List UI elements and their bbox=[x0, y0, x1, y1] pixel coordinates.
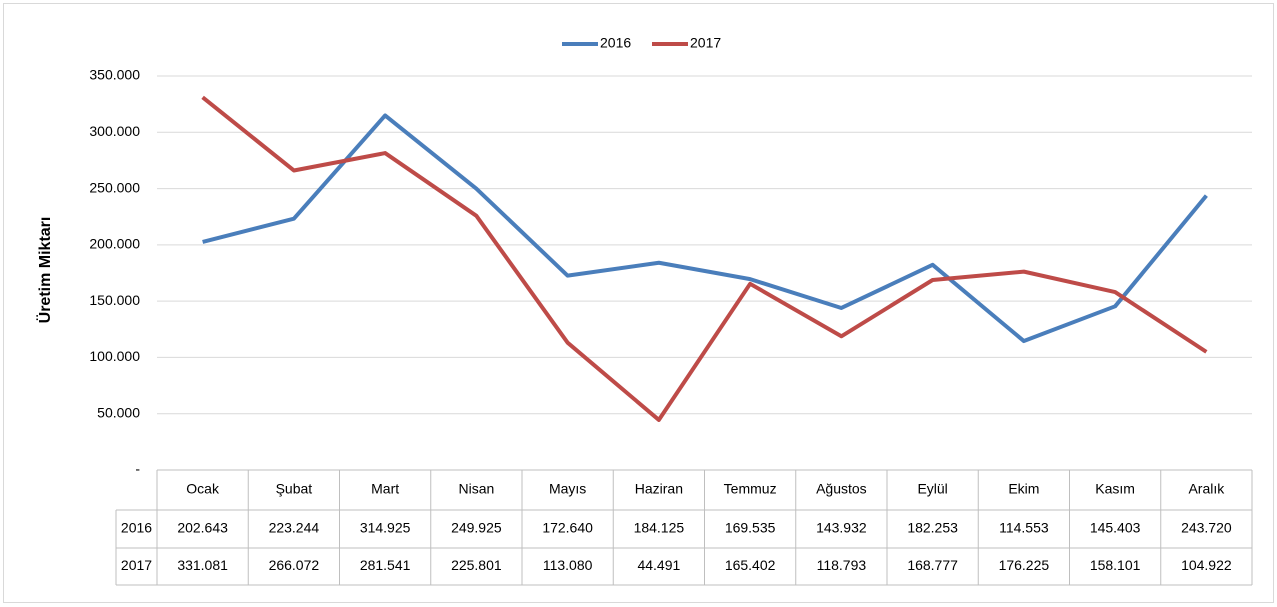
table-cell: 184.125 bbox=[634, 520, 685, 536]
table-cell: 176.225 bbox=[999, 557, 1050, 573]
x-tick-label: Aralık bbox=[1188, 481, 1225, 497]
table-cell: 243.720 bbox=[1181, 520, 1232, 536]
table-cell: 314.925 bbox=[360, 520, 411, 536]
y-tick-label: 50.000 bbox=[97, 404, 140, 420]
x-tick-label: Şubat bbox=[276, 481, 313, 497]
x-tick-label: Ağustos bbox=[816, 481, 867, 497]
x-tick-label: Mart bbox=[371, 481, 399, 497]
table-cell: 331.081 bbox=[177, 557, 228, 573]
table-cell: 172.640 bbox=[542, 520, 593, 536]
line-series bbox=[201, 95, 1208, 422]
table-cell: 145.403 bbox=[1090, 520, 1141, 536]
line-series bbox=[202, 113, 1208, 344]
x-tick-label: Ocak bbox=[186, 481, 220, 497]
table-cell: 113.080 bbox=[543, 557, 593, 573]
table-cell: 168.777 bbox=[907, 557, 958, 573]
table-cell: 225.801 bbox=[451, 557, 502, 573]
table-cell: 249.925 bbox=[451, 520, 502, 536]
y-tick-label: - bbox=[135, 461, 140, 477]
table-cell: 169.535 bbox=[725, 520, 776, 536]
table-cell: 44.491 bbox=[637, 557, 680, 573]
table-cell: 223.244 bbox=[269, 520, 320, 536]
table-cell: 158.101 bbox=[1090, 557, 1141, 573]
y-axis-label: Üretim Miktarı bbox=[35, 217, 54, 324]
x-tick-label: Haziran bbox=[635, 481, 683, 497]
table-cell: 165.402 bbox=[725, 557, 776, 573]
table-row-header: 2017 bbox=[121, 557, 152, 573]
table-cell: 281.541 bbox=[360, 557, 411, 573]
table-row-header: 2016 bbox=[121, 520, 152, 536]
x-tick-label: Temmuz bbox=[724, 481, 777, 497]
y-tick-label: 350.000 bbox=[89, 67, 140, 83]
table-cell: 143.932 bbox=[816, 520, 867, 536]
legend-label: 2017 bbox=[690, 35, 721, 51]
table-cell: 114.553 bbox=[999, 520, 1049, 536]
y-tick-label: 100.000 bbox=[89, 348, 140, 364]
x-tick-label: Eylül bbox=[917, 481, 947, 497]
x-tick-label: Ekim bbox=[1008, 481, 1039, 497]
x-tick-label: Mayıs bbox=[549, 481, 586, 497]
chart-border bbox=[3, 3, 1274, 603]
y-tick-label: 200.000 bbox=[89, 236, 140, 252]
table-cell: 104.922 bbox=[1181, 557, 1232, 573]
y-tick-label: 150.000 bbox=[89, 292, 140, 308]
legend-label: 2016 bbox=[600, 35, 631, 51]
x-tick-label: Nisan bbox=[458, 481, 494, 497]
y-tick-label: 300.000 bbox=[89, 123, 140, 139]
table-cell: 182.253 bbox=[907, 520, 958, 536]
table-cell: 118.793 bbox=[817, 557, 867, 573]
table-cell: 202.643 bbox=[177, 520, 228, 536]
x-tick-label: Kasım bbox=[1095, 481, 1135, 497]
table-cell: 266.072 bbox=[269, 557, 320, 573]
y-tick-label: 250.000 bbox=[89, 179, 140, 195]
